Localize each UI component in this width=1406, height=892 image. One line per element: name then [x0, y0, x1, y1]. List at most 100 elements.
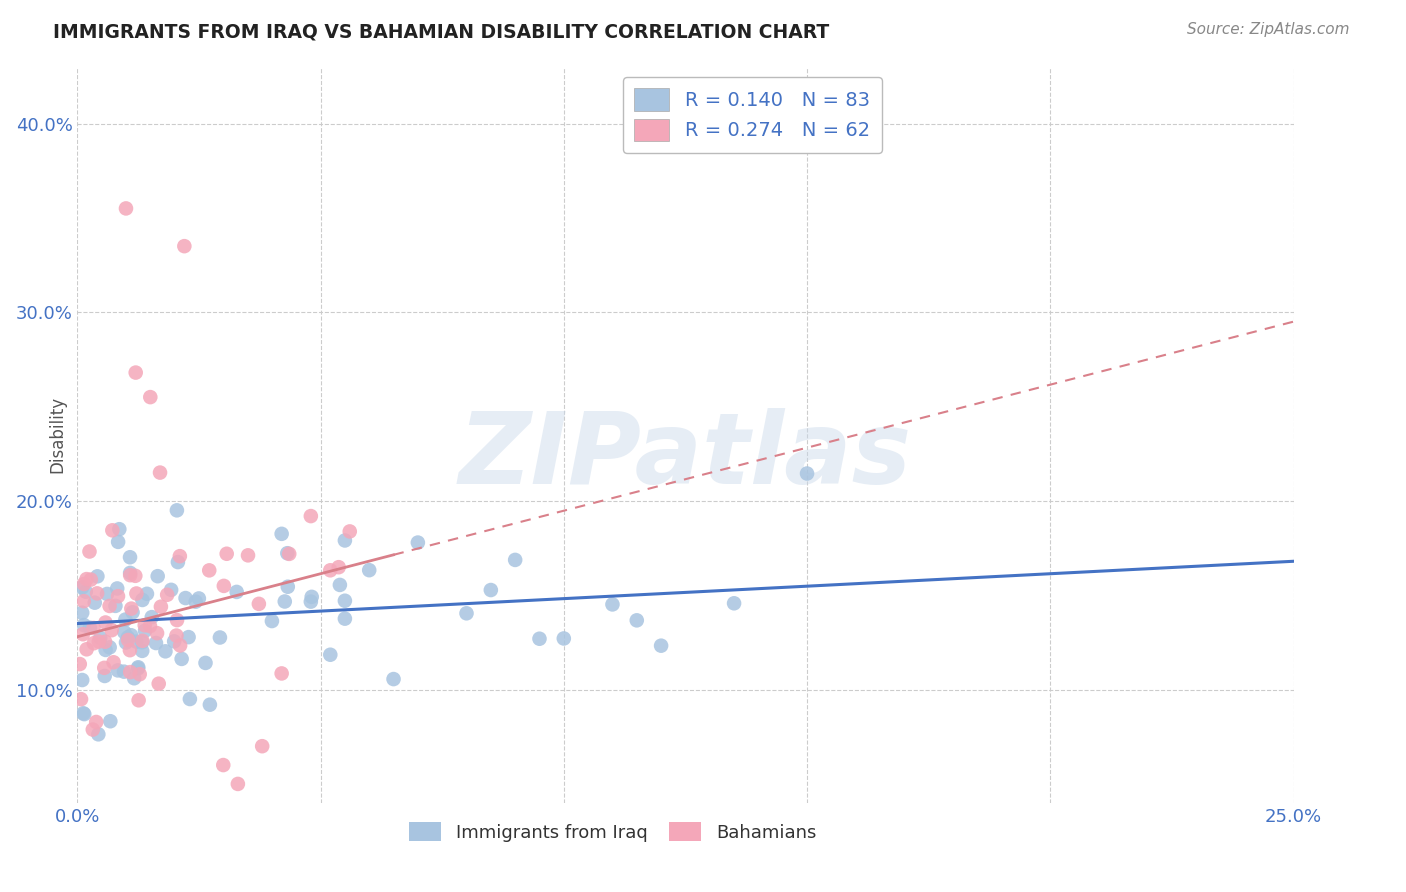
Point — [333, 533, 356, 548]
Point — [276, 546, 298, 560]
Point — [529, 632, 551, 646]
Point — [456, 607, 478, 621]
Point — [70, 606, 93, 620]
Point — [250, 739, 273, 754]
Point — [225, 585, 247, 599]
Point — [86, 569, 108, 583]
Point — [406, 535, 429, 549]
Point — [83, 636, 105, 650]
Point — [112, 665, 135, 679]
Point — [131, 593, 153, 607]
Point — [173, 239, 195, 253]
Text: IMMIGRANTS FROM IRAQ VS BAHAMIAN DISABILITY CORRELATION CHART: IMMIGRANTS FROM IRAQ VS BAHAMIAN DISABIL… — [53, 22, 830, 41]
Point — [87, 634, 110, 648]
Point — [98, 640, 121, 655]
Point — [148, 676, 170, 690]
Point — [650, 639, 672, 653]
Point — [723, 596, 745, 610]
Point — [215, 547, 238, 561]
Point — [76, 572, 98, 586]
Point — [339, 524, 361, 539]
Point — [89, 631, 111, 645]
Point — [274, 594, 297, 608]
Point — [319, 563, 342, 577]
Point — [120, 665, 142, 679]
Point — [166, 503, 188, 517]
Point — [301, 590, 323, 604]
Point — [187, 591, 209, 606]
Point — [208, 631, 231, 645]
Y-axis label: Disability: Disability — [48, 396, 66, 474]
Point — [626, 613, 648, 627]
Point — [118, 643, 141, 657]
Point — [105, 582, 128, 596]
Point — [72, 706, 94, 721]
Point — [93, 661, 115, 675]
Point — [83, 596, 105, 610]
Point — [170, 652, 193, 666]
Point — [198, 563, 221, 577]
Point — [103, 655, 125, 669]
Point — [165, 629, 187, 643]
Point — [184, 595, 207, 609]
Point — [299, 594, 322, 608]
Point — [75, 584, 97, 599]
Point — [96, 587, 118, 601]
Point — [131, 635, 153, 649]
Point — [73, 618, 96, 632]
Point — [108, 522, 131, 536]
Point — [169, 549, 191, 563]
Point — [260, 614, 283, 628]
Point — [121, 605, 143, 619]
Point — [166, 613, 188, 627]
Point — [359, 563, 381, 577]
Point — [93, 669, 115, 683]
Point — [134, 624, 156, 638]
Point — [155, 644, 177, 658]
Point — [70, 692, 93, 706]
Point — [120, 628, 142, 642]
Point — [167, 555, 190, 569]
Point — [212, 579, 235, 593]
Point — [115, 635, 138, 649]
Point — [247, 597, 270, 611]
Point — [553, 632, 575, 646]
Point — [212, 758, 235, 772]
Point — [146, 626, 169, 640]
Point — [120, 601, 142, 615]
Point — [333, 612, 356, 626]
Point — [270, 526, 292, 541]
Point — [70, 673, 93, 687]
Point — [125, 634, 148, 648]
Point — [479, 582, 502, 597]
Point — [141, 610, 163, 624]
Point — [163, 634, 186, 648]
Point — [602, 598, 624, 612]
Point — [226, 777, 249, 791]
Point — [125, 366, 148, 380]
Point — [329, 578, 352, 592]
Point — [87, 727, 110, 741]
Point — [270, 666, 292, 681]
Point — [146, 569, 169, 583]
Point — [128, 667, 150, 681]
Point — [120, 566, 142, 580]
Point — [131, 633, 153, 648]
Point — [122, 671, 145, 685]
Point — [114, 613, 136, 627]
Point — [139, 390, 162, 404]
Text: Source: ZipAtlas.com: Source: ZipAtlas.com — [1187, 22, 1350, 37]
Point — [118, 550, 141, 565]
Point — [107, 534, 129, 549]
Point — [179, 692, 201, 706]
Point — [117, 632, 139, 647]
Point — [124, 569, 146, 583]
Point — [149, 599, 172, 614]
Point — [127, 660, 149, 674]
Point — [278, 547, 301, 561]
Point — [328, 560, 350, 574]
Point — [101, 524, 124, 538]
Point — [80, 573, 103, 587]
Legend: Immigrants from Iraq, Bahamians: Immigrants from Iraq, Bahamians — [401, 815, 824, 849]
Point — [70, 581, 93, 595]
